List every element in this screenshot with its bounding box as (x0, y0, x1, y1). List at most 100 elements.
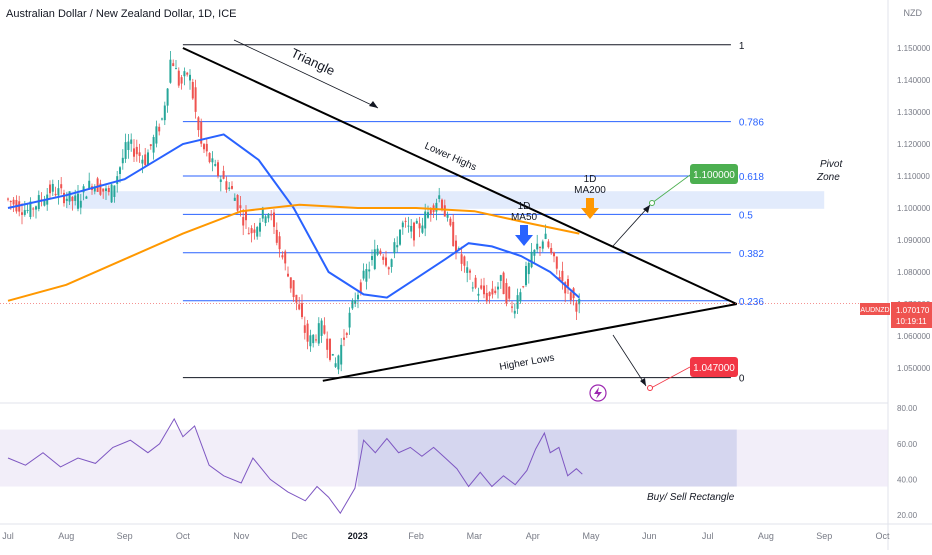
candle-body (505, 283, 508, 304)
candle-body (239, 205, 242, 209)
time-axis-tick: Apr (526, 531, 540, 541)
candle-body (483, 285, 485, 295)
breakout-down-arrowhead (640, 378, 646, 386)
candle-body (191, 81, 194, 99)
candle-body (382, 256, 385, 260)
symbol-tag (860, 303, 890, 315)
candle-body (508, 286, 511, 299)
breakout-down-arrow (612, 334, 647, 387)
candle-body (214, 164, 217, 166)
candle-body (275, 229, 278, 243)
candle-body (457, 248, 460, 250)
candle-body (99, 183, 102, 195)
candle-body (71, 196, 74, 202)
candle-body (443, 205, 446, 217)
rsi-axis-tick: 20.00 (897, 511, 918, 520)
candle-body (578, 298, 581, 305)
candle-body (295, 294, 298, 303)
candle-body (418, 223, 421, 229)
candle-body (63, 192, 65, 204)
candle-body (368, 269, 371, 272)
price-axis-tick: 1.110000 (897, 172, 930, 181)
time-axis-tick: Sep (816, 531, 832, 541)
higher-lows-trendline (322, 303, 737, 382)
candle-body (452, 221, 455, 247)
candle-body (172, 63, 175, 67)
candle-body (180, 77, 183, 84)
time-axis-tick: Nov (233, 531, 250, 541)
candle-body (527, 262, 530, 275)
candle-body (194, 87, 197, 112)
candle-body (228, 187, 231, 190)
price-axis-tick: 1.130000 (897, 108, 931, 117)
candle-body (29, 201, 32, 218)
time-axis-tick: Aug (58, 531, 74, 541)
candle-body (494, 290, 497, 293)
candle-body (121, 157, 124, 164)
candle-body (385, 257, 387, 266)
candle-body (77, 193, 79, 209)
candle-body (547, 241, 550, 248)
candle-body (320, 320, 323, 336)
candle-body (7, 198, 9, 200)
candle-body (110, 184, 113, 203)
candle-body (371, 256, 373, 260)
candle-body (513, 310, 516, 314)
candle-body (197, 117, 200, 131)
candle-body (267, 213, 270, 219)
time-axis-tick: Jul (2, 531, 14, 541)
candle-body (233, 197, 236, 201)
candle-body (553, 252, 555, 257)
candle-body (561, 270, 564, 282)
candle-body (284, 251, 287, 264)
time-axis-tick: Dec (291, 531, 308, 541)
candle-body (449, 218, 452, 226)
buy-sell-label: Buy/ Sell Rectangle (647, 492, 735, 503)
candle-body (186, 72, 189, 75)
candle-body (127, 141, 130, 150)
candle-body (539, 247, 541, 249)
ma200-line (7, 203, 580, 302)
candle-body (152, 137, 155, 153)
candle-body (511, 306, 513, 308)
ma200-label-line1: 1D (584, 174, 597, 185)
candle-body (102, 188, 105, 192)
rsi-axis-tick: 60.00 (897, 440, 918, 449)
candle-body (287, 273, 289, 277)
candle-body (390, 259, 393, 267)
rsi-axis-tick: 40.00 (897, 475, 918, 484)
candle-body (231, 186, 233, 189)
candle-body (376, 248, 379, 255)
candle-body (26, 209, 29, 211)
breakout-up-arrow (612, 204, 651, 247)
price-axis-tick: 1.080000 (897, 268, 931, 277)
time-axis-tick: Jul (702, 531, 714, 541)
candle-body (485, 292, 488, 302)
candle-body (326, 338, 329, 350)
candle-body (516, 295, 519, 309)
symbol-tag-label: AUDNZD (860, 307, 889, 314)
candle-body (93, 186, 96, 192)
candle-body (340, 344, 343, 365)
candle-body (74, 195, 77, 201)
fib-level-label: 0.382 (739, 249, 764, 260)
candle-body (278, 236, 281, 250)
target-down-connector (650, 366, 691, 389)
candle-body (404, 220, 407, 222)
candle-body (331, 354, 334, 356)
candle-body (424, 211, 427, 229)
candle-body (203, 144, 205, 150)
ma200-arrow-icon (581, 198, 599, 219)
candle-body (169, 59, 172, 83)
candle-body (208, 152, 211, 163)
candle-body (161, 118, 163, 120)
candle-body (79, 200, 82, 208)
candle-body (401, 222, 404, 228)
candle-body (522, 286, 525, 288)
candle-body (488, 292, 491, 297)
candle-body (245, 210, 247, 221)
candle-body (357, 294, 359, 300)
candle-body (541, 241, 544, 249)
triangle-arrow-line (233, 39, 379, 109)
candle-body (32, 208, 35, 210)
